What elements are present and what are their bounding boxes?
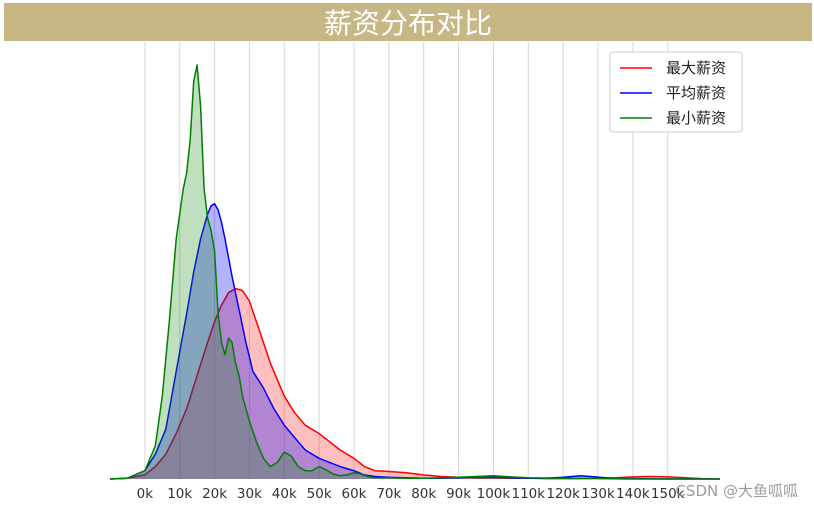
x-tick-label: 110k: [511, 486, 545, 502]
x-tick-label: 50k: [307, 486, 332, 502]
x-tick-label: 30k: [237, 486, 262, 502]
chart-title: 薪资分布对比: [323, 7, 492, 40]
watermark: CSDN @大鱼呱呱: [675, 482, 798, 500]
x-tick-label: 20k: [202, 486, 227, 502]
x-tick-label: 40k: [272, 486, 297, 502]
series-area-2: [110, 65, 720, 479]
x-tick-label: 150k: [651, 486, 685, 502]
x-tick-label: 120k: [546, 486, 580, 502]
legend-box: [609, 51, 743, 133]
x-tick-label: 70k: [376, 486, 401, 502]
series-line-2: [109, 64, 720, 480]
x-tick-label: 100k: [477, 486, 511, 502]
x-tick-label: 80k: [411, 486, 436, 502]
x-tick-label: 10k: [167, 486, 192, 502]
legend-label: 最小薪资: [666, 109, 726, 127]
legend-label: 最大薪资: [666, 59, 726, 77]
series-area-0: [110, 288, 720, 479]
x-tick-label: 0k: [137, 486, 154, 502]
x-tick-label: 140k: [616, 486, 650, 502]
x-tick-label: 60k: [342, 486, 367, 502]
x-tick-label: 130k: [581, 486, 615, 502]
x-tick-label: 90k: [446, 486, 471, 502]
series-area-1: [110, 203, 720, 479]
chart-title-bar: 薪资分布对比: [4, 3, 812, 41]
legend-label: 平均薪资: [666, 84, 726, 102]
